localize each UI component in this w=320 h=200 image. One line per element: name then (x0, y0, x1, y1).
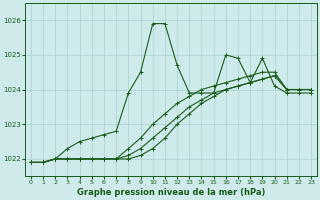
X-axis label: Graphe pression niveau de la mer (hPa): Graphe pression niveau de la mer (hPa) (77, 188, 265, 197)
